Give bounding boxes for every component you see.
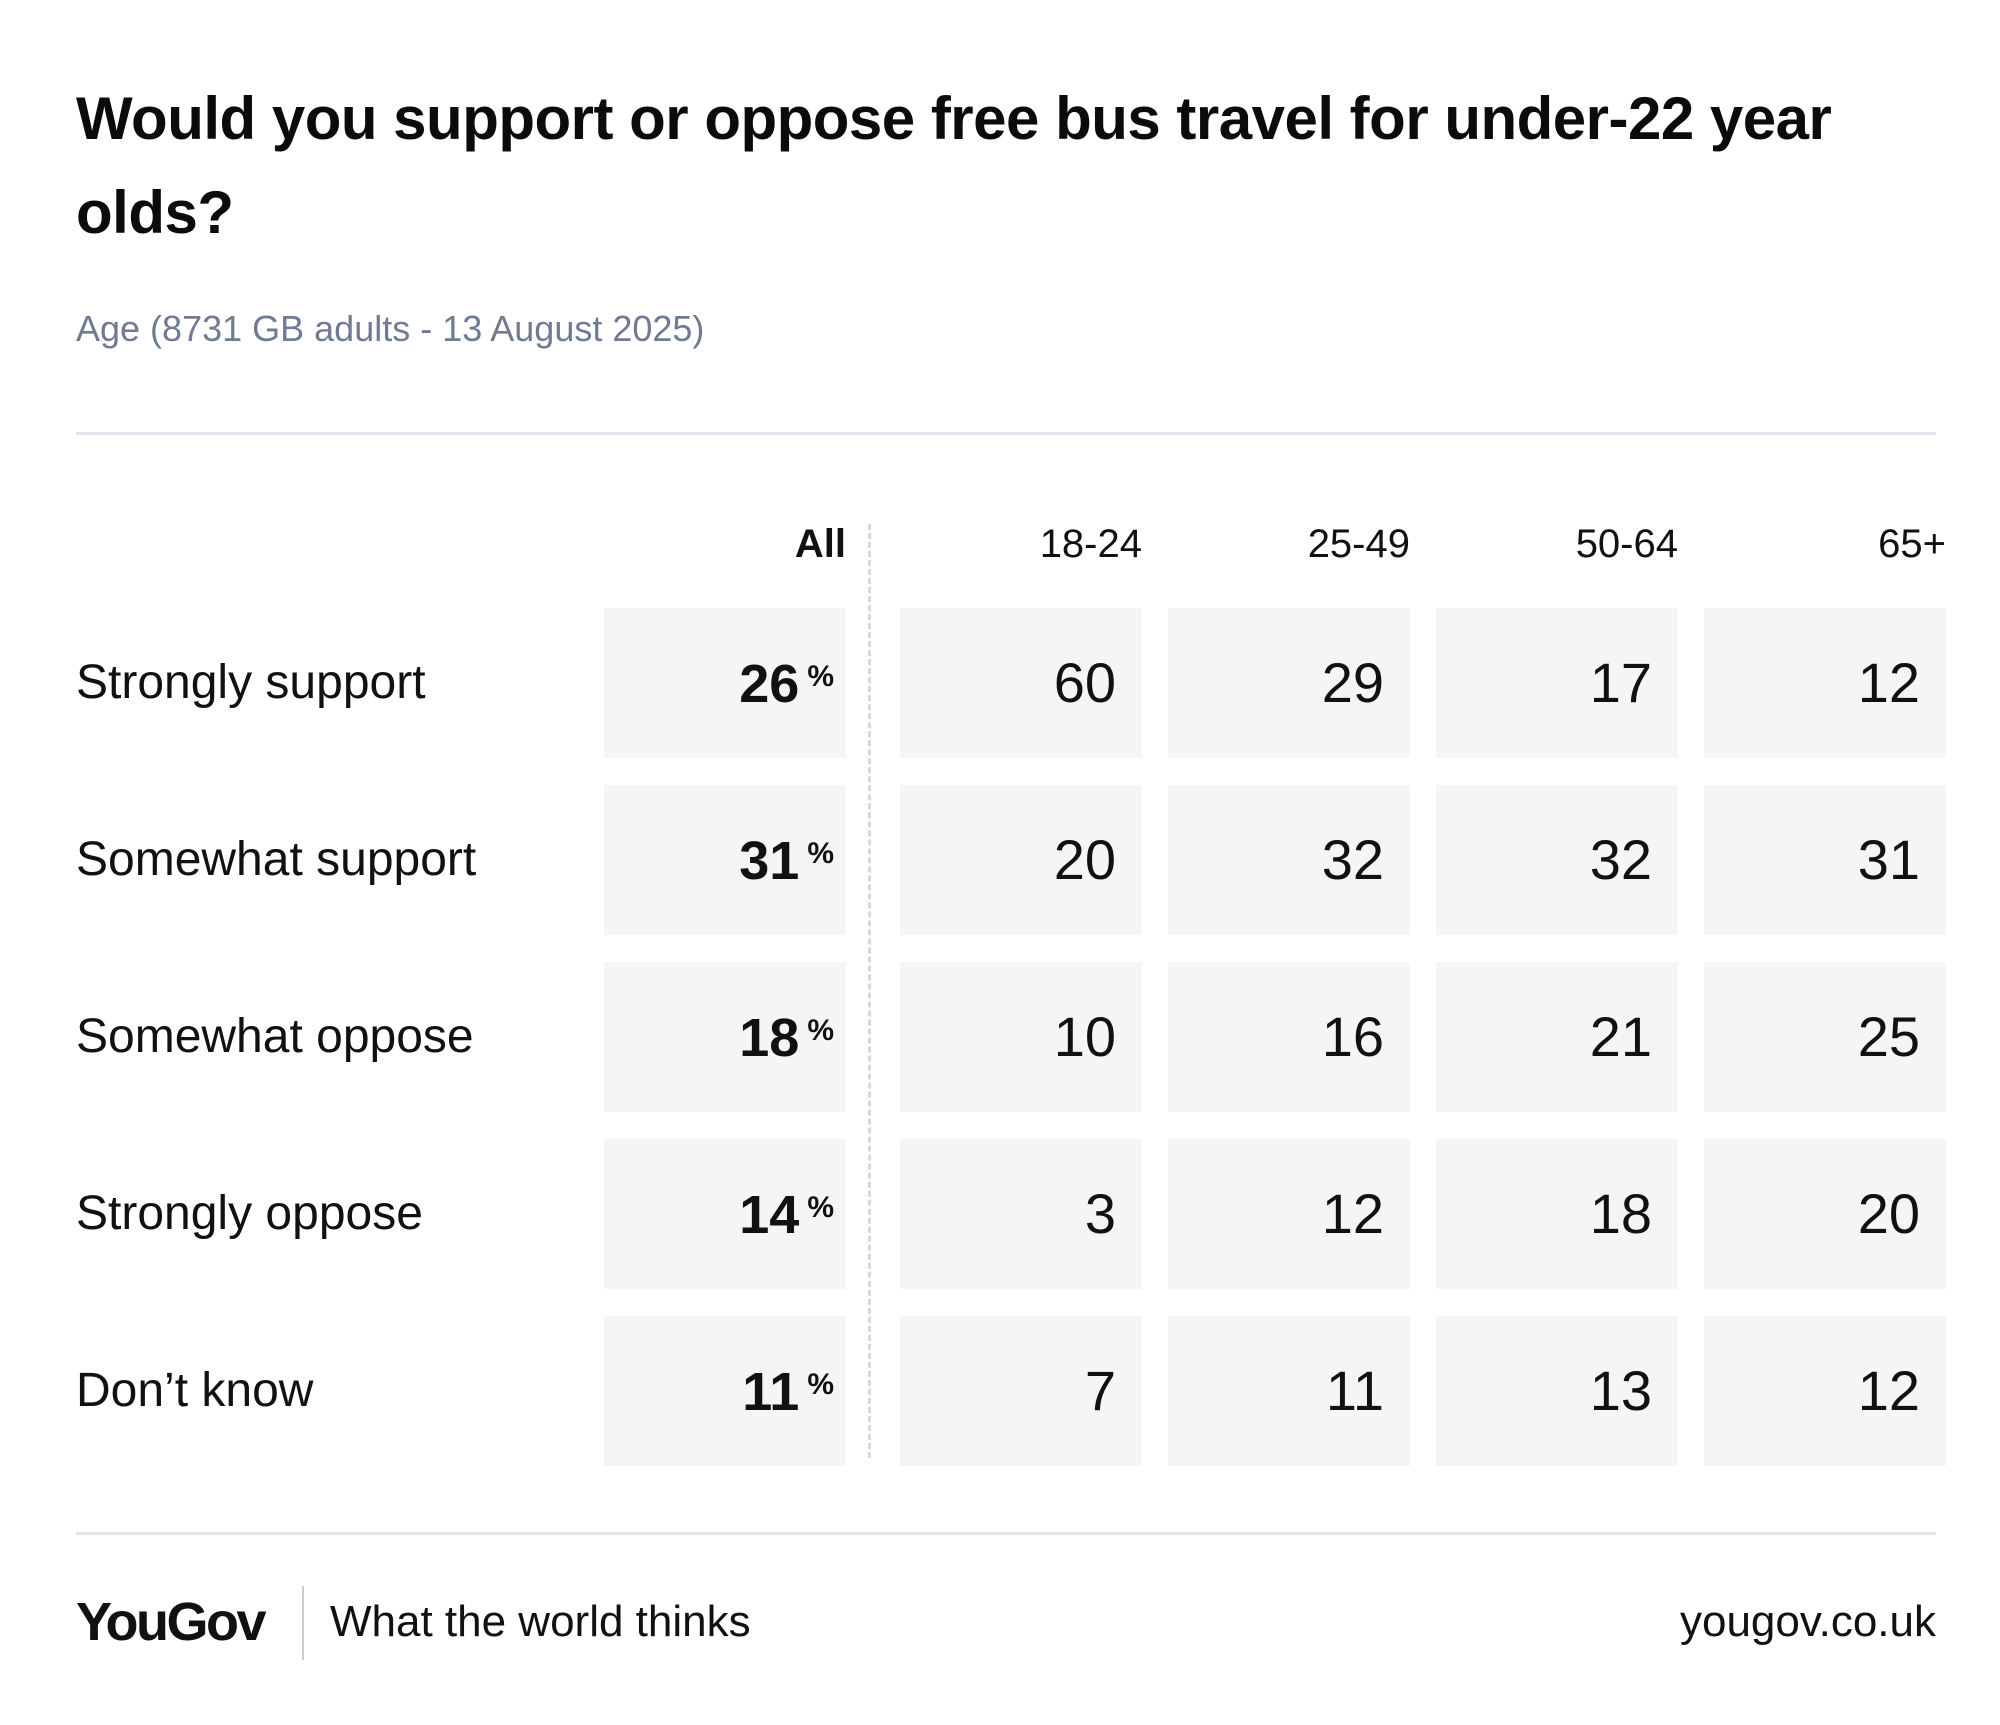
column-header: 25-49 bbox=[1307, 522, 1410, 566]
footer-tagline: What the world thinks bbox=[330, 1597, 751, 1646]
value-cell-all: 18% bbox=[604, 962, 846, 1112]
value-cell: 10 bbox=[900, 962, 1142, 1112]
value-cell: 29 bbox=[1168, 608, 1410, 758]
value-cell: 31 bbox=[1704, 785, 1946, 935]
value-cell: 17 bbox=[1436, 608, 1678, 758]
cell-value: 18 bbox=[1589, 1182, 1652, 1245]
value-cell-all: 31% bbox=[604, 785, 846, 935]
cell-value: 12 bbox=[1857, 651, 1920, 714]
value-cell: 12 bbox=[1704, 608, 1946, 758]
cell-value: 7 bbox=[1084, 1359, 1116, 1422]
cell-value: 11 bbox=[742, 1362, 800, 1422]
cell-value: 20 bbox=[1857, 1182, 1920, 1245]
row-label: Don’t know bbox=[76, 1364, 314, 1417]
percent-sign: % bbox=[807, 1013, 834, 1047]
value-cell: 3 bbox=[900, 1139, 1142, 1289]
column-header: 65+ bbox=[1878, 522, 1946, 566]
cell-value: 25 bbox=[1857, 1005, 1920, 1068]
value-cell: 32 bbox=[1436, 785, 1678, 935]
cell-value: 26 bbox=[739, 654, 800, 714]
column-header: All bbox=[794, 522, 846, 566]
cell-value: 21 bbox=[1589, 1005, 1652, 1068]
value-cell: 11 bbox=[1168, 1316, 1410, 1466]
cell-value: 60 bbox=[1053, 651, 1116, 714]
row-label: Somewhat support bbox=[76, 833, 477, 886]
cell-value: 12 bbox=[1857, 1359, 1920, 1422]
bottom-divider bbox=[76, 1532, 1936, 1535]
value-cell: 60 bbox=[900, 608, 1142, 758]
cell-value: 13 bbox=[1589, 1359, 1652, 1422]
row-label: Somewhat oppose bbox=[76, 1010, 474, 1063]
value-cell: 13 bbox=[1436, 1316, 1678, 1466]
all-column-divider bbox=[868, 524, 871, 1458]
value-cell: 25 bbox=[1704, 962, 1946, 1112]
percent-sign: % bbox=[807, 1367, 834, 1401]
footer-url: yougov.co.uk bbox=[1679, 1597, 1936, 1646]
cell-value: 11 bbox=[1325, 1359, 1384, 1422]
chart-subtitle: Age (8731 GB adults - 13 August 2025) bbox=[76, 308, 705, 349]
value-cell-all: 26% bbox=[604, 608, 846, 758]
top-divider bbox=[76, 432, 1936, 435]
chart-title: Would you support or oppose free bus tra… bbox=[76, 85, 1832, 246]
value-cell-all: 14% bbox=[604, 1139, 846, 1289]
cell-value: 20 bbox=[1053, 828, 1116, 891]
cell-value: 16 bbox=[1321, 1005, 1384, 1068]
cell-value: 32 bbox=[1589, 828, 1652, 891]
value-cell: 12 bbox=[1704, 1316, 1946, 1466]
cell-value: 32 bbox=[1321, 828, 1384, 891]
value-cell: 12 bbox=[1168, 1139, 1410, 1289]
cell-value: 17 bbox=[1589, 651, 1652, 714]
yougov-logo: YouGov bbox=[76, 1592, 267, 1652]
value-cell-all: 11% bbox=[604, 1316, 846, 1466]
cell-value: 12 bbox=[1321, 1182, 1384, 1245]
percent-sign: % bbox=[807, 836, 834, 870]
row-label: Strongly support bbox=[76, 656, 426, 709]
cell-value: 3 bbox=[1084, 1182, 1116, 1245]
value-cell: 7 bbox=[900, 1316, 1142, 1466]
percent-sign: % bbox=[807, 1190, 834, 1224]
percent-sign: % bbox=[807, 659, 834, 693]
value-cell: 32 bbox=[1168, 785, 1410, 935]
cell-value: 18 bbox=[739, 1008, 800, 1068]
value-cell: 16 bbox=[1168, 962, 1410, 1112]
cell-value: 10 bbox=[1053, 1005, 1116, 1068]
value-cell: 21 bbox=[1436, 962, 1678, 1112]
row-label: Strongly oppose bbox=[76, 1187, 423, 1240]
value-cell: 18 bbox=[1436, 1139, 1678, 1289]
value-cell: 20 bbox=[1704, 1139, 1946, 1289]
column-header: 18-24 bbox=[1039, 522, 1142, 566]
cell-value: 14 bbox=[739, 1185, 800, 1245]
cell-value: 31 bbox=[1857, 828, 1920, 891]
value-cell: 20 bbox=[900, 785, 1142, 935]
cell-value: 31 bbox=[739, 831, 800, 891]
footer-separator bbox=[302, 1586, 304, 1660]
column-header: 50-64 bbox=[1575, 522, 1678, 566]
cell-value: 29 bbox=[1321, 651, 1384, 714]
